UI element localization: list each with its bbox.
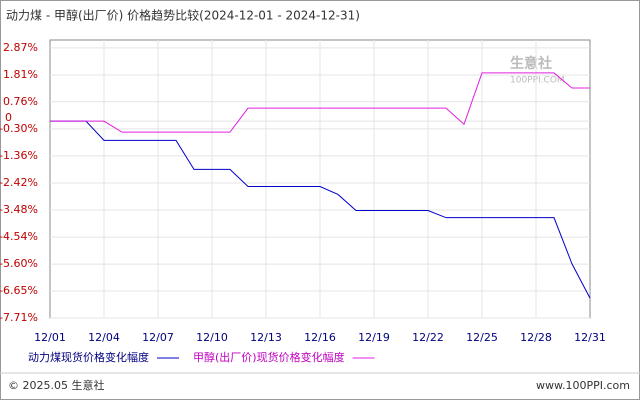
y-tick-label: 0.76% xyxy=(3,95,38,108)
series-line xyxy=(50,120,591,299)
x-tick-label: 12/22 xyxy=(412,331,444,344)
y-tick-label: -1.36% xyxy=(0,149,38,162)
y-tick-label: -5.60% xyxy=(0,257,38,270)
y-tick-label: -7.71% xyxy=(0,311,38,324)
x-tick-label: 12/28 xyxy=(520,331,552,344)
y-tick-label: 2.87% xyxy=(3,41,38,54)
y-tick-label: 1.81% xyxy=(3,68,38,81)
legend-label: 动力煤现货价格变化幅度 xyxy=(28,350,149,364)
x-tick-label: 12/16 xyxy=(304,331,336,344)
x-tick-label: 12/13 xyxy=(250,331,282,344)
y-tick-label: -0.30% xyxy=(0,122,38,135)
chart-title: 动力煤 - 甲醇(出厂价) 价格趋势比较(2024-12-01 - 2024-1… xyxy=(6,8,360,23)
watermark: 100PPI.COM xyxy=(510,76,565,86)
footer-right: www.100PPI.com xyxy=(536,379,630,392)
x-tick-label: 12/04 xyxy=(88,331,120,344)
y-tick-label: -6.65% xyxy=(0,284,38,297)
y-tick-label: -4.54% xyxy=(0,230,38,243)
y-tick-label: -2.42% xyxy=(0,176,38,189)
x-tick-label: 12/10 xyxy=(196,331,228,344)
series-line xyxy=(50,72,590,133)
x-tick-label: 12/31 xyxy=(574,331,606,344)
footer-left: © 2025.05 生意社 xyxy=(8,378,104,392)
x-tick-label: 12/25 xyxy=(466,331,498,344)
x-tick-label: 12/07 xyxy=(142,331,174,344)
y-tick-label: 0 xyxy=(5,111,12,124)
x-tick-label: 12/19 xyxy=(358,331,390,344)
x-tick-label: 12/01 xyxy=(34,331,66,344)
watermark: 生意社 xyxy=(510,55,552,72)
legend-label: 甲醇(出厂价)现货价格变化幅度 xyxy=(193,350,345,364)
y-tick-label: -3.48% xyxy=(0,203,38,216)
